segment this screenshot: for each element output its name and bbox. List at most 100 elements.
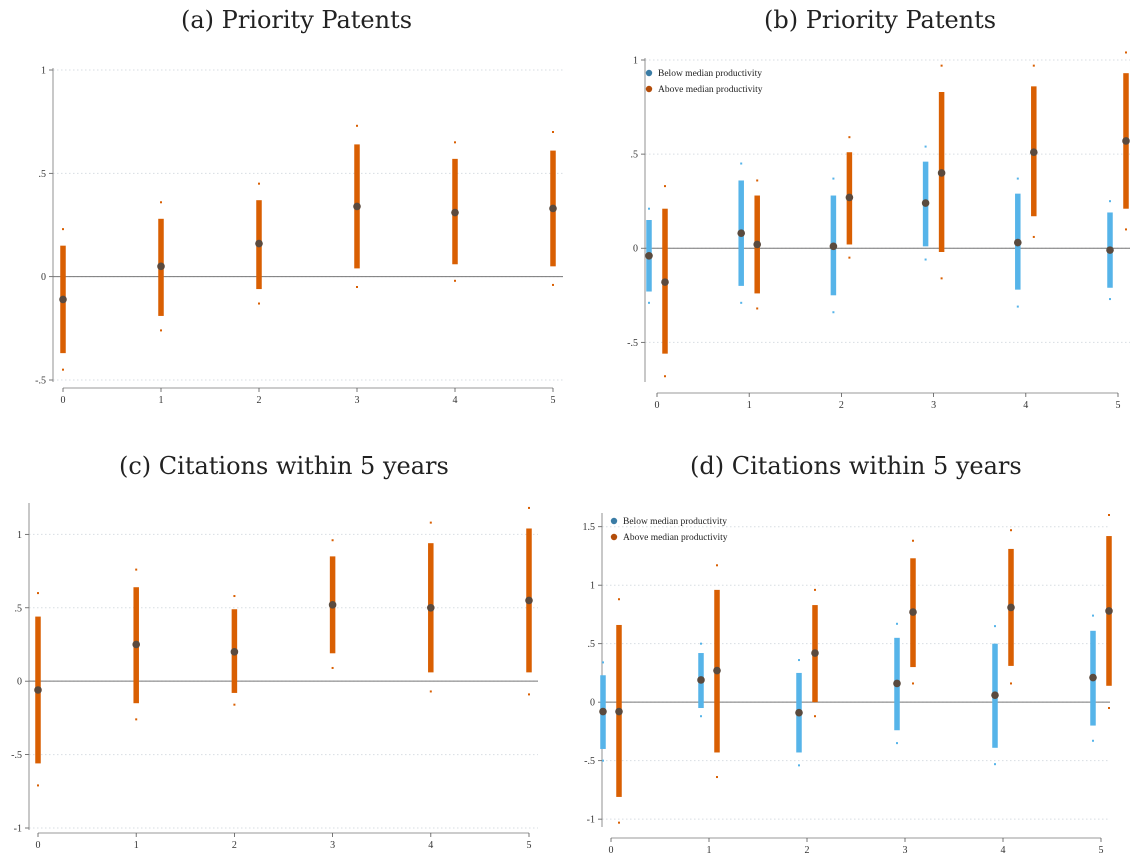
ci-outer-mark <box>135 718 138 721</box>
ci-outer-mark <box>552 283 554 286</box>
x-tick-label: 1 <box>707 845 712 855</box>
ci-outer-mark <box>798 659 800 662</box>
ci-outer-mark <box>233 595 236 598</box>
y-tick-label: .5 <box>631 150 639 161</box>
legend-label: Above median productivity <box>658 85 763 95</box>
point-estimate <box>811 649 819 657</box>
y-tick-label: -.5 <box>627 338 638 349</box>
ci-outer-mark <box>994 763 996 766</box>
point-estimate <box>525 596 533 605</box>
ci-outer-mark <box>552 131 554 133</box>
ci-outer-mark <box>716 564 718 567</box>
ci-outer-mark <box>1108 514 1110 516</box>
panel-b: (b) Priority Patents -.5 0 .5 1 0 1 2 3 4 5 Below … <box>573 0 1146 420</box>
y-tick-label: -1 <box>14 824 22 835</box>
point-estimate <box>1014 238 1022 247</box>
y-tick-label: -.5 <box>11 750 22 761</box>
y-tick-label: .5 <box>588 639 596 650</box>
ci-outer-mark <box>716 776 718 779</box>
point-estimate <box>230 648 239 656</box>
ci-outer-mark <box>1092 614 1094 617</box>
x-tick-label: 3 <box>355 395 360 406</box>
ci-outer-mark <box>62 228 64 231</box>
x-tick-label: 1 <box>134 840 139 851</box>
y-tick-label: .5 <box>39 169 47 180</box>
ci-outer-mark <box>37 784 39 787</box>
y-tick-label: 1 <box>17 530 22 541</box>
y-tick-label: 0 <box>17 677 22 688</box>
ci-outer-mark <box>664 185 666 188</box>
x-tick-label: 1 <box>159 395 164 406</box>
point-estimate <box>328 601 337 609</box>
panel-title: (b) Priority Patents <box>764 6 997 34</box>
ci-outer-mark <box>814 715 816 718</box>
y-tick-label: -.5 <box>584 756 595 767</box>
x-tick-label: 2 <box>805 845 810 855</box>
point-estimate <box>34 686 42 694</box>
chart-a: -.5 0 .5 1 0 1 2 3 4 5 <box>35 66 563 406</box>
ci-outer-mark <box>160 201 162 204</box>
ci-outer-mark <box>528 693 530 696</box>
ci-outer-mark <box>356 286 358 288</box>
x-tick-label: 5 <box>1099 845 1104 855</box>
ci-outer-mark <box>756 307 759 310</box>
ci-outer-mark <box>1010 529 1012 532</box>
ci-outer-mark <box>664 375 666 378</box>
chart-c: -1 -.5 0 .5 1 0 1 2 3 4 5 <box>11 503 538 851</box>
ci-outer-mark <box>924 145 927 148</box>
legend-marker <box>645 69 653 77</box>
ci-outer-mark <box>832 311 835 314</box>
ci-outer-mark <box>798 764 800 767</box>
x-tick-label: 5 <box>527 840 532 851</box>
ci-outer-mark <box>756 179 759 182</box>
ci-outer-mark <box>700 642 702 645</box>
point-estimate <box>737 229 745 237</box>
point-estimate <box>1089 673 1097 682</box>
x-tick-label: 0 <box>36 840 41 851</box>
point-estimate <box>645 251 653 260</box>
ci-outer-mark <box>37 592 39 595</box>
x-tick-label: 5 <box>551 395 556 406</box>
ci-outer-mark <box>896 622 898 625</box>
point-estimate <box>1122 137 1130 145</box>
point-estimate <box>1007 603 1015 612</box>
ci-outer-mark <box>940 277 943 280</box>
x-tick-label: 3 <box>330 840 335 851</box>
ci-outer-mark <box>740 162 743 165</box>
ci-outer-mark <box>1125 228 1127 231</box>
point-estimate <box>697 676 705 684</box>
x-tick-label: 2 <box>232 840 237 851</box>
ci-outer-mark <box>602 661 604 664</box>
point-estimate <box>132 640 140 649</box>
point-estimate <box>255 239 263 248</box>
point-estimate <box>615 707 623 716</box>
ci-outer-mark <box>528 506 530 509</box>
ci-outer-mark <box>700 715 702 718</box>
ci-outer-mark <box>940 64 943 67</box>
point-estimate <box>991 691 999 699</box>
ci-outer-mark <box>912 682 914 685</box>
ci-outer-mark <box>994 625 996 628</box>
x-tick-label: 5 <box>1116 400 1121 411</box>
point-estimate <box>937 169 946 177</box>
point-estimate <box>549 204 557 213</box>
ci-outer-mark <box>832 177 835 180</box>
legend-label: Below median productivity <box>658 69 762 79</box>
ci-outer-mark <box>1108 707 1110 710</box>
point-estimate <box>353 202 361 211</box>
panel-title: (d) Citations within 5 years <box>690 452 1022 480</box>
x-tick-label: 0 <box>655 400 660 411</box>
legend-label: Below median productivity <box>623 517 727 527</box>
point-estimate <box>1030 148 1038 157</box>
y-tick-label: 0 <box>41 272 46 283</box>
ci-outer-mark <box>1016 177 1019 180</box>
ci-outer-mark <box>1032 64 1035 67</box>
ci-outer-mark <box>258 182 260 185</box>
ci-outer-mark <box>331 539 334 542</box>
ci-outer-mark <box>602 759 604 762</box>
point-estimate <box>909 608 917 616</box>
ci-outer-mark <box>331 666 334 669</box>
ci-outer-mark <box>648 207 650 210</box>
ci-outer-mark <box>1010 682 1012 685</box>
ci-outer-mark <box>648 301 650 304</box>
